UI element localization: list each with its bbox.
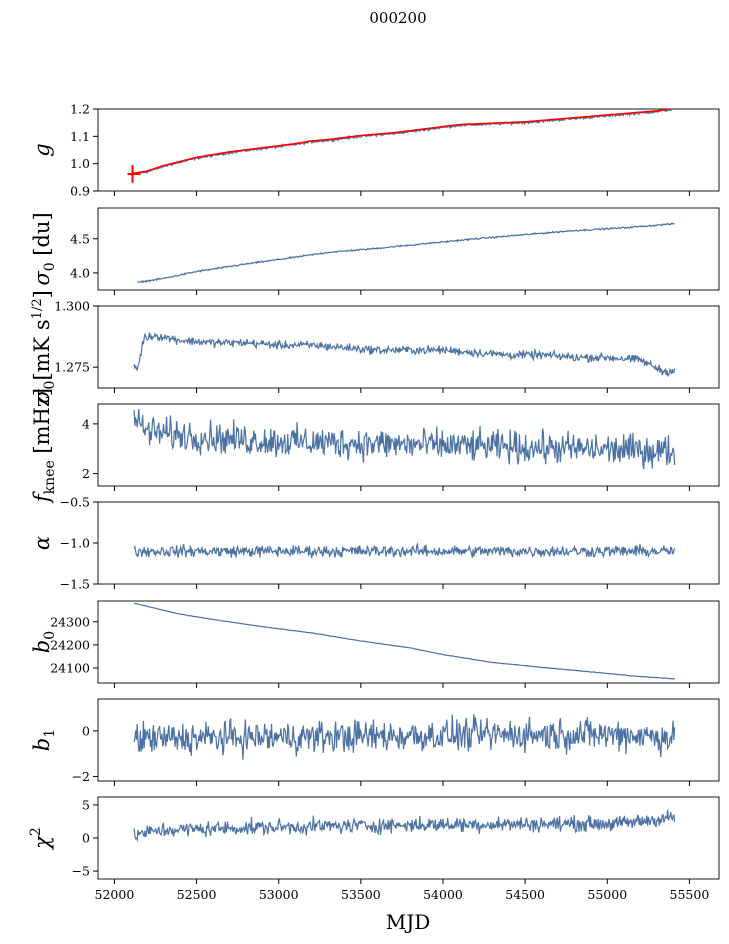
y-tick-label-g: 1.0 [70, 156, 90, 171]
panel-frame-b0 [97, 600, 720, 684]
panel-b0: 24100 24200 24300 b0 [30, 600, 720, 688]
series-line-b1 [133, 714, 676, 760]
series-line-sigma0_du [137, 222, 675, 284]
x-tick-label: 53500 [341, 887, 381, 902]
panel-fknee: 2 4 fknee [mHz] [30, 388, 720, 504]
x-tick-label: 54500 [505, 887, 545, 902]
y-axis-label-chi2: χ2 [28, 827, 54, 851]
series-line-sigma0_mk [133, 331, 676, 377]
y-tick-label-fknee: 4 [82, 416, 90, 431]
y-axis-label-alpha: α [30, 536, 54, 550]
y-tick-label-alpha: −1.0 [60, 536, 90, 551]
series-line-b0 [134, 602, 675, 680]
panel-frame-sigma0_du [97, 207, 720, 291]
y-axis-label-b0: b0 [30, 631, 58, 653]
y-tick-label-alpha: −0.5 [60, 495, 90, 510]
panel-frame-g [97, 108, 720, 192]
series-line-alpha [133, 542, 676, 559]
panel-frame-chi2 [97, 796, 720, 880]
y-tick-label-chi2: 0 [82, 831, 90, 846]
y-axis-label-g: g [30, 143, 54, 156]
y-tick-label-b1: 0 [82, 723, 90, 738]
y-tick-label-sigma0_du: 4.0 [70, 265, 90, 280]
y-tick-label-sigma0_mk: 1.275 [54, 360, 90, 375]
y-axis-label-fknee: fknee [mHz] [30, 388, 58, 504]
y-tick-label-chi2: −5 [72, 864, 90, 879]
panels-group: 0.9 1.0 1.1 1.2 g 4.0 4.5 σ0 [du] 1.275 1.300σ0[m… [28, 102, 720, 902]
panel-sigma0_du: 4.0 4.5 σ0 [du] [30, 207, 720, 295]
y-axis-label-b1: b1 [30, 729, 58, 751]
y-tick-label-g: 1.1 [70, 129, 90, 144]
panel-g: 0.9 1.0 1.1 1.2 g [30, 102, 720, 199]
figure-suptitle: 000200 [369, 9, 426, 27]
y-tick-label-g: 0.9 [70, 184, 90, 199]
panel-chi2: −5 0 5 52000 52500 53000 53500 54000 54500 55000 5… [28, 796, 720, 902]
y-tick-label-alpha: −1.5 [60, 577, 90, 592]
x-axis-label: MJD [386, 910, 431, 934]
fit-line-g [130, 109, 675, 175]
y-tick-label-fknee: 2 [82, 466, 90, 481]
panel-frame-b1 [97, 698, 720, 782]
y-tick-label-sigma0_mk: 1.300 [54, 299, 90, 314]
y-tick-label-b1: −2 [72, 769, 90, 784]
x-tick-label: 55000 [587, 887, 627, 902]
series-line-chi2 [133, 809, 676, 843]
x-tick-label: 54000 [423, 887, 463, 902]
series-line-fknee [133, 408, 676, 470]
y-tick-label-b0: 24300 [50, 614, 90, 629]
y-tick-label-chi2: 5 [82, 797, 90, 812]
y-axis-label-sigma0_du: σ0 [du] [30, 212, 58, 285]
panel-alpha: −1.5 −1.0 −0.5 α [30, 495, 720, 592]
panel-frame-alpha [97, 501, 720, 585]
panel-b1: −2 0 b1 [30, 698, 720, 786]
y-tick-label-b0: 24200 [50, 637, 90, 652]
y-tick-label-sigma0_du: 4.5 [70, 231, 90, 246]
y-axis-label-sigma0_mk: σ0[mK s1/2] [30, 290, 58, 404]
y-tick-label-g: 1.2 [70, 102, 90, 117]
panel-frame-fknee [97, 403, 720, 487]
x-tick-label: 52500 [177, 887, 217, 902]
panel-frame-sigma0_mk [97, 305, 720, 389]
series-line-g [130, 109, 675, 175]
x-tick-label: 53000 [259, 887, 299, 902]
x-tick-label: 52000 [95, 887, 135, 902]
y-tick-label-b0: 24100 [50, 660, 90, 675]
x-tick-label: 55500 [670, 887, 710, 902]
